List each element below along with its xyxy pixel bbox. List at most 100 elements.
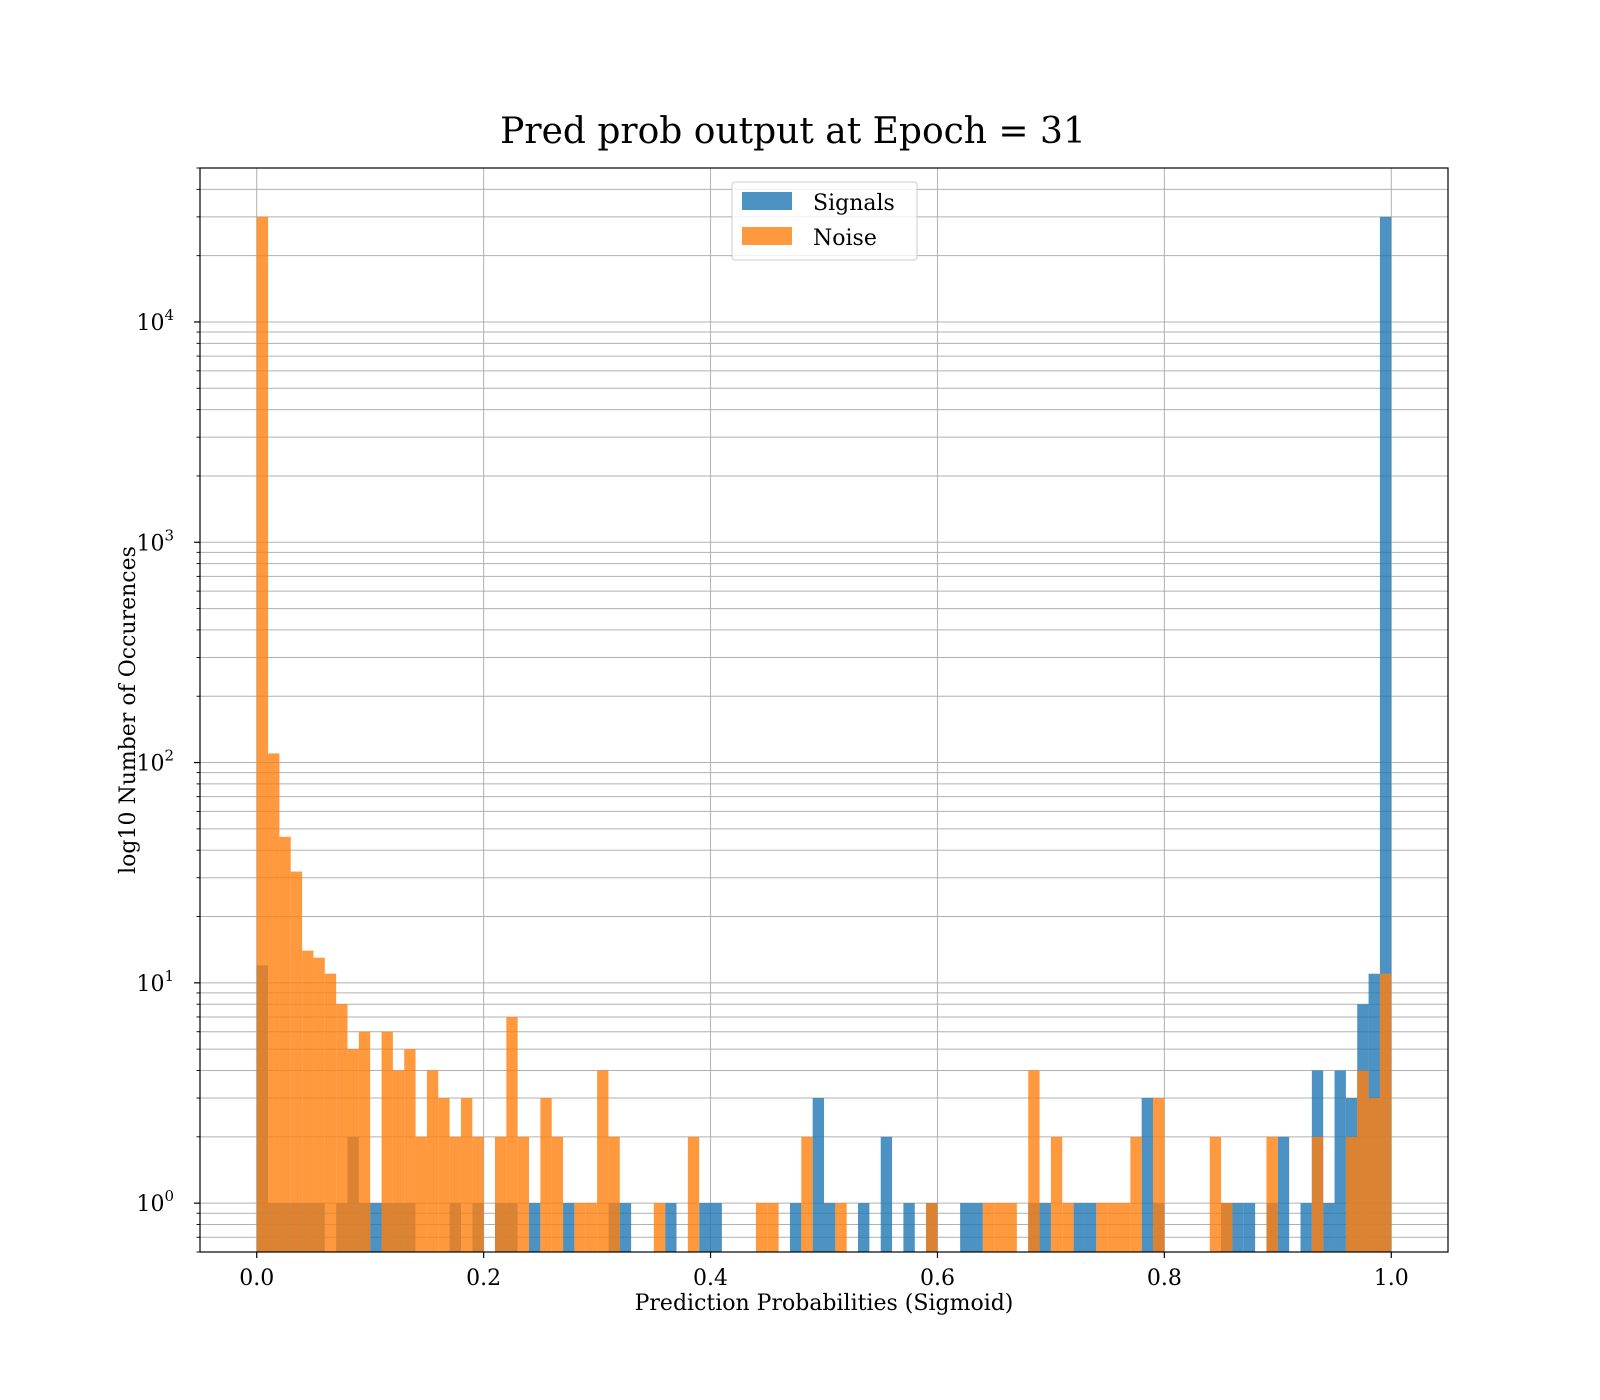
bar-signals <box>903 1203 915 1252</box>
ticks-layer: 0.0 0.2 0.4 0.6 0.8 1.0 100 101 102 103 104 <box>136 167 1409 1291</box>
y-tick-label: 100 <box>136 1187 174 1217</box>
bar-noise <box>687 1136 700 1252</box>
bar-signals <box>1141 1098 1154 1252</box>
bar-noise <box>1368 1098 1380 1252</box>
bar-signals <box>665 1203 677 1252</box>
bar-signals <box>1323 1203 1335 1252</box>
bar-noise <box>767 1203 779 1252</box>
bar-signals <box>563 1203 575 1252</box>
bar-noise <box>1005 1203 1017 1252</box>
bar-noise <box>1028 1070 1040 1252</box>
bar-noise <box>1357 1070 1369 1252</box>
y-axis-label: log10 Number of Occurences <box>116 546 141 874</box>
bar-noise <box>551 1136 564 1252</box>
bar-noise <box>472 1136 484 1252</box>
legend: Signals Noise <box>731 181 918 261</box>
bar-noise <box>268 753 280 1252</box>
x-tick-label: 0.0 <box>239 1266 274 1291</box>
bar-noise <box>381 1031 393 1252</box>
bar-signals <box>370 1203 382 1252</box>
bar-noise <box>279 836 291 1252</box>
bar-noise <box>324 973 337 1252</box>
bar-signals <box>1243 1203 1256 1252</box>
bar-noise <box>426 1070 439 1252</box>
bar-noise <box>392 1070 405 1252</box>
legend-swatch-noise <box>742 227 792 245</box>
bar-signals <box>699 1203 711 1252</box>
bar-noise <box>415 1136 427 1252</box>
bar-signals <box>880 1136 893 1252</box>
bar-noise <box>1345 1136 1358 1252</box>
bar-signals <box>529 1203 541 1252</box>
bar-noise <box>336 1004 348 1252</box>
x-tick-label: 0.4 <box>693 1266 728 1291</box>
bar-noise <box>801 1136 813 1252</box>
bar-signals <box>824 1203 836 1252</box>
bar-noise <box>653 1203 666 1252</box>
x-tick-label: 1.0 <box>1374 1266 1409 1291</box>
bar-noise <box>835 1203 847 1252</box>
legend-label-signals: Signals <box>813 191 895 216</box>
bar-noise <box>574 1203 586 1252</box>
bar-noise <box>1096 1203 1108 1252</box>
bar-noise <box>597 1070 609 1252</box>
bar-signals <box>1300 1203 1312 1252</box>
bar-signals <box>1277 1136 1290 1252</box>
bar-noise <box>1130 1136 1142 1252</box>
bar-noise <box>1379 973 1392 1252</box>
bar-noise <box>1107 1203 1119 1252</box>
bar-noise <box>926 1203 938 1252</box>
legend-label-noise: Noise <box>813 226 877 251</box>
bar-signals <box>858 1203 870 1252</box>
bar-signals <box>1379 216 1392 1253</box>
y-tick-label: 103 <box>136 526 174 556</box>
bar-noise <box>438 1098 450 1252</box>
bar-noise <box>449 1136 461 1252</box>
bar-signals <box>960 1203 972 1252</box>
bar-noise <box>506 1016 518 1252</box>
bar-noise <box>347 1049 359 1252</box>
bar-signals <box>1039 1203 1051 1252</box>
bar-noise <box>494 1136 507 1252</box>
bar-noise <box>302 950 314 1252</box>
chart-title: Pred prob output at Epoch = 31 <box>500 111 1086 152</box>
bar-noise <box>755 1203 768 1252</box>
bar-noise <box>517 1136 530 1252</box>
y-tick-label: 104 <box>136 306 174 336</box>
bar-signals <box>789 1203 802 1252</box>
x-tick-label: 0.6 <box>920 1266 955 1291</box>
axes-frame <box>199 167 1449 1253</box>
bar-noise <box>1209 1136 1222 1252</box>
bar-noise <box>982 1203 995 1252</box>
bar-noise <box>358 1031 371 1252</box>
bar-noise <box>313 957 325 1252</box>
bar-noise <box>585 1203 598 1252</box>
bar-noise <box>1050 1136 1063 1252</box>
bar-signals <box>971 1203 983 1252</box>
bar-noise <box>994 1203 1006 1252</box>
bar-noise <box>1153 1098 1165 1252</box>
bar-noise <box>256 216 269 1253</box>
bar-noise <box>460 1098 473 1252</box>
x-axis-label: Prediction Probabilities (Sigmoid) <box>635 1291 1014 1316</box>
bar-noise <box>290 871 303 1252</box>
x-tick-label: 0.8 <box>1147 1266 1182 1291</box>
bar-noise <box>404 1049 416 1252</box>
legend-swatch-signals <box>742 192 792 210</box>
bar-signals <box>619 1203 632 1252</box>
bar-noise <box>1221 1203 1233 1252</box>
bar-signals <box>1334 1070 1346 1252</box>
bar-signals <box>710 1203 722 1252</box>
x-tick-label: 0.2 <box>466 1266 501 1291</box>
bar-noise <box>1266 1136 1278 1252</box>
bar-noise <box>1118 1203 1131 1252</box>
bar-noise <box>1062 1203 1074 1252</box>
bar-signals <box>812 1098 824 1252</box>
bars-layer <box>256 216 1392 1253</box>
bar-noise <box>1311 1136 1324 1252</box>
bar-signals <box>1232 1203 1244 1252</box>
bar-signals <box>1073 1203 1085 1252</box>
bar-signals <box>1084 1203 1097 1252</box>
bar-noise <box>608 1136 620 1252</box>
